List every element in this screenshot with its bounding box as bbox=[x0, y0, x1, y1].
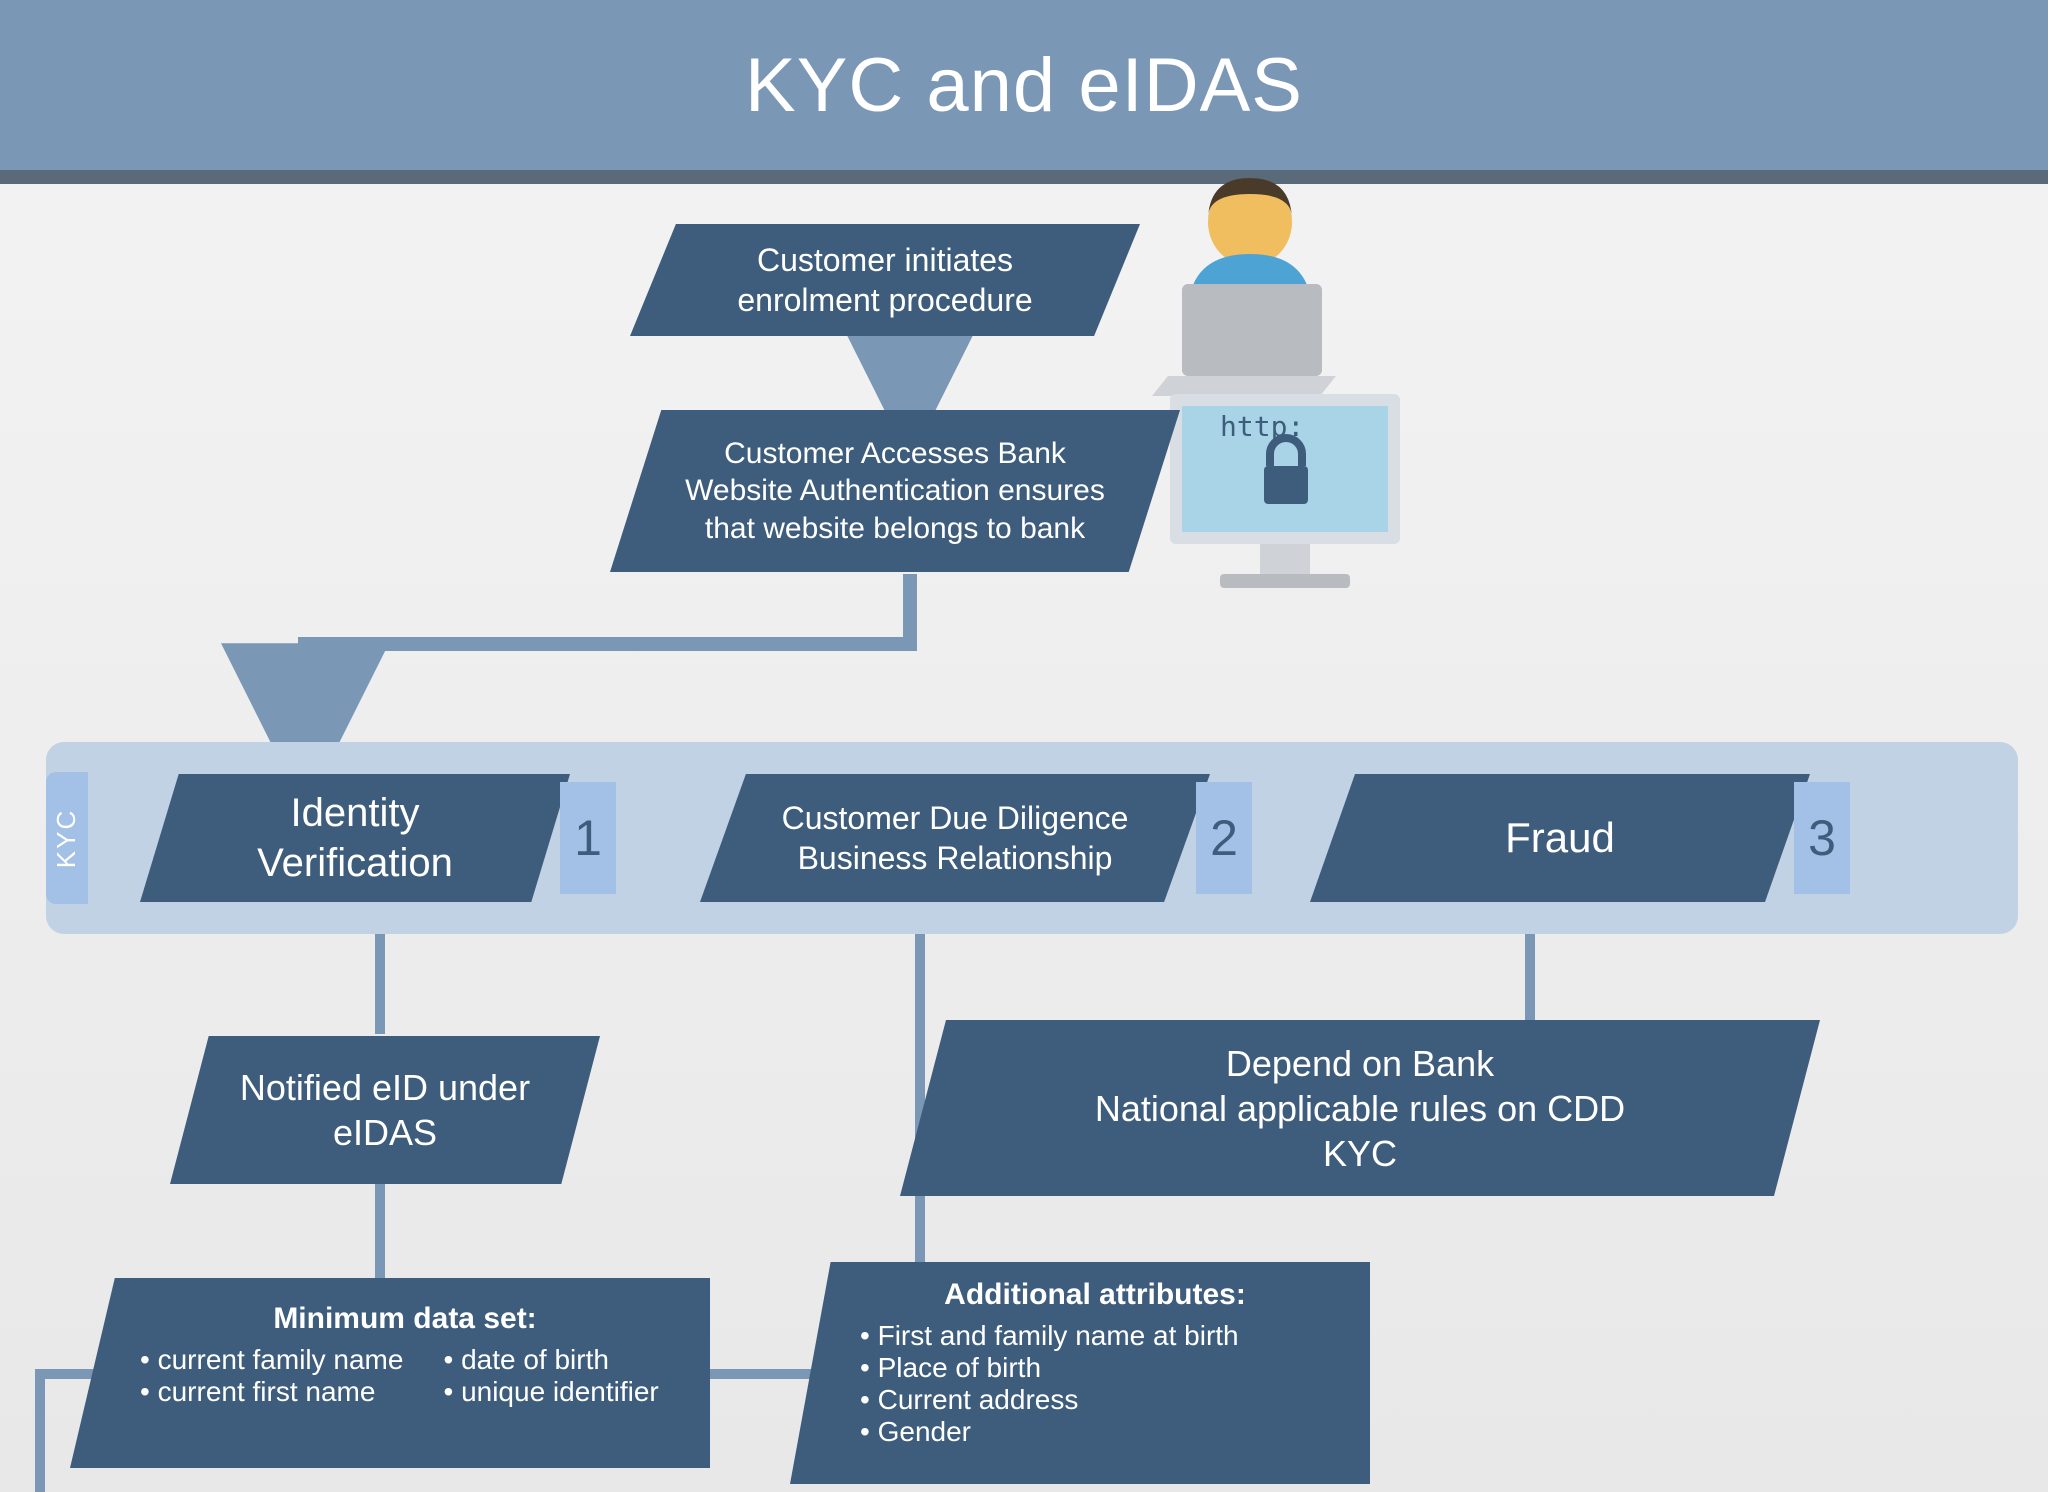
notified-eid-label: Notified eID under eIDAS bbox=[230, 1065, 540, 1155]
list-item: Place of birth bbox=[860, 1352, 1330, 1384]
list-item: Current address bbox=[860, 1384, 1330, 1416]
minimum-col2: date of birth unique identifier bbox=[443, 1344, 658, 1408]
kyc-badge-2: 2 bbox=[1196, 782, 1252, 894]
page-title: KYC and eIDAS bbox=[745, 42, 1303, 129]
kyc-tab-label: KYC bbox=[52, 808, 83, 867]
depend-label: Depend on Bank National applicable rules… bbox=[1095, 1041, 1625, 1176]
list-item: First and family name at birth bbox=[860, 1320, 1330, 1352]
depend-box: Depend on Bank National applicable rules… bbox=[900, 1020, 1820, 1196]
diagram-canvas: Customer initiates enrolment procedure h… bbox=[0, 184, 2048, 1492]
kyc-step-identity-label: Identity Verification bbox=[200, 788, 510, 888]
minimum-data-box: Minimum data set: current family name cu… bbox=[70, 1278, 710, 1468]
additional-data-box: Additional attributes: First and family … bbox=[790, 1262, 1370, 1484]
additional-heading: Additional attributes: bbox=[860, 1278, 1330, 1312]
kyc-step-fraud: Fraud bbox=[1310, 774, 1810, 902]
kyc-badge-3: 3 bbox=[1794, 782, 1850, 894]
notified-eid-box: Notified eID under eIDAS bbox=[170, 1036, 600, 1184]
computer-lock-icon: http: bbox=[1160, 384, 1420, 604]
list-item: unique identifier bbox=[443, 1376, 658, 1408]
step-initiate-label: Customer initiates enrolment procedure bbox=[690, 240, 1080, 320]
kyc-badge-1: 1 bbox=[560, 782, 616, 894]
kyc-step-cdd: Customer Due Diligence Business Relation… bbox=[700, 774, 1210, 902]
kyc-step-fraud-label: Fraud bbox=[1505, 812, 1615, 865]
step-access: Customer Accesses Bank Website Authentic… bbox=[610, 410, 1180, 572]
list-item: current first name bbox=[140, 1376, 403, 1408]
step-access-label: Customer Accesses Bank Website Authentic… bbox=[670, 435, 1120, 548]
list-item: Gender bbox=[860, 1416, 1330, 1448]
kyc-tab: KYC bbox=[46, 772, 88, 904]
title-underline bbox=[0, 170, 2048, 184]
additional-list: First and family name at birth Place of … bbox=[860, 1320, 1330, 1448]
kyc-step-identity: Identity Verification bbox=[140, 774, 570, 902]
minimum-col1: current family name current first name bbox=[140, 1344, 403, 1408]
person-laptop-icon bbox=[1120, 174, 1380, 404]
title-banner: KYC and eIDAS bbox=[0, 0, 2048, 170]
list-item: date of birth bbox=[443, 1344, 658, 1376]
step-initiate: Customer initiates enrolment procedure bbox=[630, 224, 1140, 336]
minimum-heading: Minimum data set: bbox=[140, 1302, 670, 1336]
kyc-step-cdd-label: Customer Due Diligence Business Relation… bbox=[760, 798, 1150, 878]
list-item: current family name bbox=[140, 1344, 403, 1376]
